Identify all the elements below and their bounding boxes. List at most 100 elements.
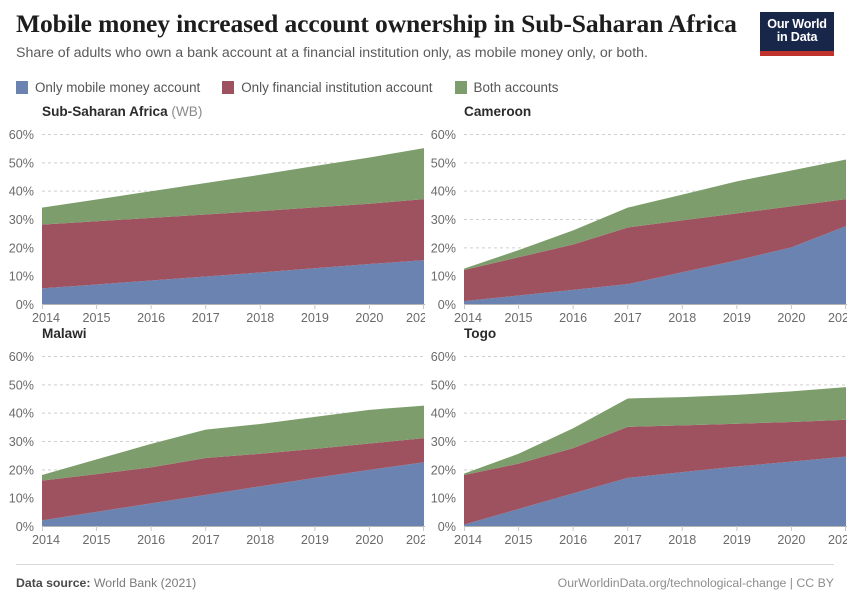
x-tick-label-2020: 2020 <box>777 533 805 547</box>
x-tick-label-2021: 2021 <box>828 311 847 325</box>
y-tick-label-50: 50% <box>9 378 34 392</box>
y-tick-label-0: 0% <box>16 520 34 534</box>
chart-footer: Data source: World Bank (2021) OurWorldi… <box>16 564 834 590</box>
plot-svg-0: 0% 10% 20% 30% 40% 50% 60% 2014 2015 2016 2017 2018… <box>9 128 425 325</box>
x-tick-label-2016: 2016 <box>559 533 587 547</box>
x-tick-label-2017: 2017 <box>614 533 642 547</box>
x-tick-label-2020: 2020 <box>355 533 383 547</box>
x-tick-label-2018: 2018 <box>246 311 274 325</box>
plot-svg-3: 0% 10% 20% 30% 40% 50% 60% 2014 2015 2016 2017 2018… <box>431 350 847 547</box>
chart-panel-0: Sub-Saharan Africa (WB) 0% 10% 20% 30% 40% 50%… <box>0 104 425 329</box>
y-tick-label-60: 60% <box>431 128 456 142</box>
chart-subtitle: Share of adults who own a bank account a… <box>16 44 648 61</box>
legend-item-2[interactable]: Both accounts <box>454 80 559 95</box>
area-series-0-panel-0 <box>42 260 424 304</box>
x-tick-label-2019: 2019 <box>723 311 751 325</box>
x-tick-label-2016: 2016 <box>137 533 165 547</box>
plot-svg-2: 0% 10% 20% 30% 40% 50% 60% 2014 2015 2016 2017 2018… <box>9 350 425 547</box>
y-tick-label-60: 60% <box>431 350 456 364</box>
x-tick-label-2015: 2015 <box>505 311 533 325</box>
y-tick-label-0: 0% <box>16 298 34 312</box>
x-tick-label-2015: 2015 <box>83 533 111 547</box>
y-tick-label-40: 40% <box>9 185 34 199</box>
x-tick-label-2019: 2019 <box>301 311 329 325</box>
y-tick-label-10: 10% <box>9 270 34 284</box>
area-series-1-panel-2 <box>42 438 424 521</box>
x-tick-label-2021: 2021 <box>406 533 425 547</box>
legend-label-0: Only mobile money account <box>35 80 201 95</box>
chart-panel-1: Cameroon 0% 10% 20% 30% 40% 50% 60% 2014 2015 2016… <box>422 104 847 329</box>
x-tick-label-2018: 2018 <box>668 533 696 547</box>
y-tick-label-40: 40% <box>9 407 34 421</box>
area-series-1-panel-3 <box>464 419 846 525</box>
y-tick-label-60: 60% <box>9 128 34 142</box>
area-series-1-panel-0 <box>42 199 424 289</box>
y-tick-label-30: 30% <box>431 213 456 227</box>
legend-swatch-icon-0 <box>16 81 28 94</box>
y-tick-label-10: 10% <box>431 492 456 506</box>
area-series-2-panel-1 <box>464 159 846 270</box>
legend-label-2: Both accounts <box>473 80 559 95</box>
panel-title-0: Sub-Saharan Africa (WB) <box>42 104 202 119</box>
area-series-2-panel-2 <box>42 405 424 481</box>
attribution-link[interactable]: OurWorldinData.org/technological-change … <box>557 576 834 590</box>
x-tick-label-2015: 2015 <box>505 533 533 547</box>
panel-title-1: Cameroon <box>464 104 531 119</box>
x-tick-label-2021: 2021 <box>828 533 847 547</box>
x-tick-label-2020: 2020 <box>355 311 383 325</box>
y-tick-label-40: 40% <box>431 407 456 421</box>
area-series-2-panel-0 <box>42 148 424 225</box>
data-source: Data source: World Bank (2021) <box>16 576 196 590</box>
legend-label-1: Only financial institution account <box>241 80 433 95</box>
logo-line-1: Our World <box>767 16 827 31</box>
logo-line-2: in Data <box>776 30 818 44</box>
panel-title-2: Malawi <box>42 326 87 341</box>
y-tick-label-0: 0% <box>438 520 456 534</box>
x-tick-label-2018: 2018 <box>246 533 274 547</box>
panel-grid: Sub-Saharan Africa (WB) 0% 10% 20% 30% 40% 50%… <box>0 104 850 554</box>
area-series-0-panel-1 <box>464 226 846 304</box>
plot-area-1: 0% 10% 20% 30% 40% 50% 60% 2014 2015 2016 2017 2018… <box>422 126 847 329</box>
plot-area-3: 0% 10% 20% 30% 40% 50% 60% 2014 2015 2016 2017 2018… <box>422 348 847 551</box>
y-tick-label-20: 20% <box>9 463 34 477</box>
legend-swatch-icon-1 <box>222 81 235 94</box>
y-tick-label-30: 30% <box>431 435 456 449</box>
x-tick-label-2016: 2016 <box>559 311 587 325</box>
y-tick-label-30: 30% <box>9 213 34 227</box>
area-series-0-panel-3 <box>464 456 846 526</box>
area-series-0-panel-2 <box>42 462 424 526</box>
y-tick-label-20: 20% <box>431 463 456 477</box>
y-tick-label-30: 30% <box>9 435 34 449</box>
chart-header: Mobile money increased account ownership… <box>16 9 834 62</box>
y-tick-label-0: 0% <box>438 298 456 312</box>
data-source-value: World Bank (2021) <box>93 576 197 590</box>
legend-swatch-icon-2 <box>454 81 467 94</box>
x-tick-label-2014: 2014 <box>454 533 482 547</box>
chart-panel-2: Malawi 0% 10% 20% 30% 40% 50% 60% 2014 2015 2016 20… <box>0 326 425 551</box>
panel-title-suffix-0: (WB) <box>167 104 203 119</box>
plot-area-0: 0% 10% 20% 30% 40% 50% 60% 2014 2015 2016 2017 2018… <box>0 126 425 329</box>
panel-title-main-1: Cameroon <box>464 104 532 119</box>
legend-item-1[interactable]: Only financial institution account <box>222 80 433 95</box>
plot-svg-1: 0% 10% 20% 30% 40% 50% 60% 2014 2015 2016 2017 2018… <box>431 128 847 325</box>
y-tick-label-20: 20% <box>9 241 34 255</box>
x-tick-label-2017: 2017 <box>192 311 220 325</box>
plot-area-2: 0% 10% 20% 30% 40% 50% 60% 2014 2015 2016 2017 2018… <box>0 348 425 551</box>
data-source-label: Data source: <box>16 576 91 590</box>
y-tick-label-10: 10% <box>9 492 34 506</box>
panel-title-main-0: Sub-Saharan Africa <box>42 104 168 119</box>
x-tick-label-2014: 2014 <box>454 311 482 325</box>
y-tick-label-60: 60% <box>9 350 34 364</box>
legend-item-0[interactable]: Only mobile money account <box>16 80 200 95</box>
page-title: Mobile money increased account ownership… <box>16 9 737 38</box>
x-tick-label-2014: 2014 <box>32 311 60 325</box>
x-tick-label-2019: 2019 <box>301 533 329 547</box>
panel-title-main-3: Togo <box>464 326 497 341</box>
y-tick-label-50: 50% <box>431 156 456 170</box>
our-world-in-data-logo[interactable]: Our World in Data <box>760 12 834 56</box>
x-tick-label-2018: 2018 <box>668 311 696 325</box>
x-tick-label-2014: 2014 <box>32 533 60 547</box>
chart-panel-3: Togo 0% 10% 20% 30% 40% 50% 60% 2014 2015 2016 2017… <box>422 326 847 551</box>
area-series-1-panel-1 <box>464 199 846 302</box>
